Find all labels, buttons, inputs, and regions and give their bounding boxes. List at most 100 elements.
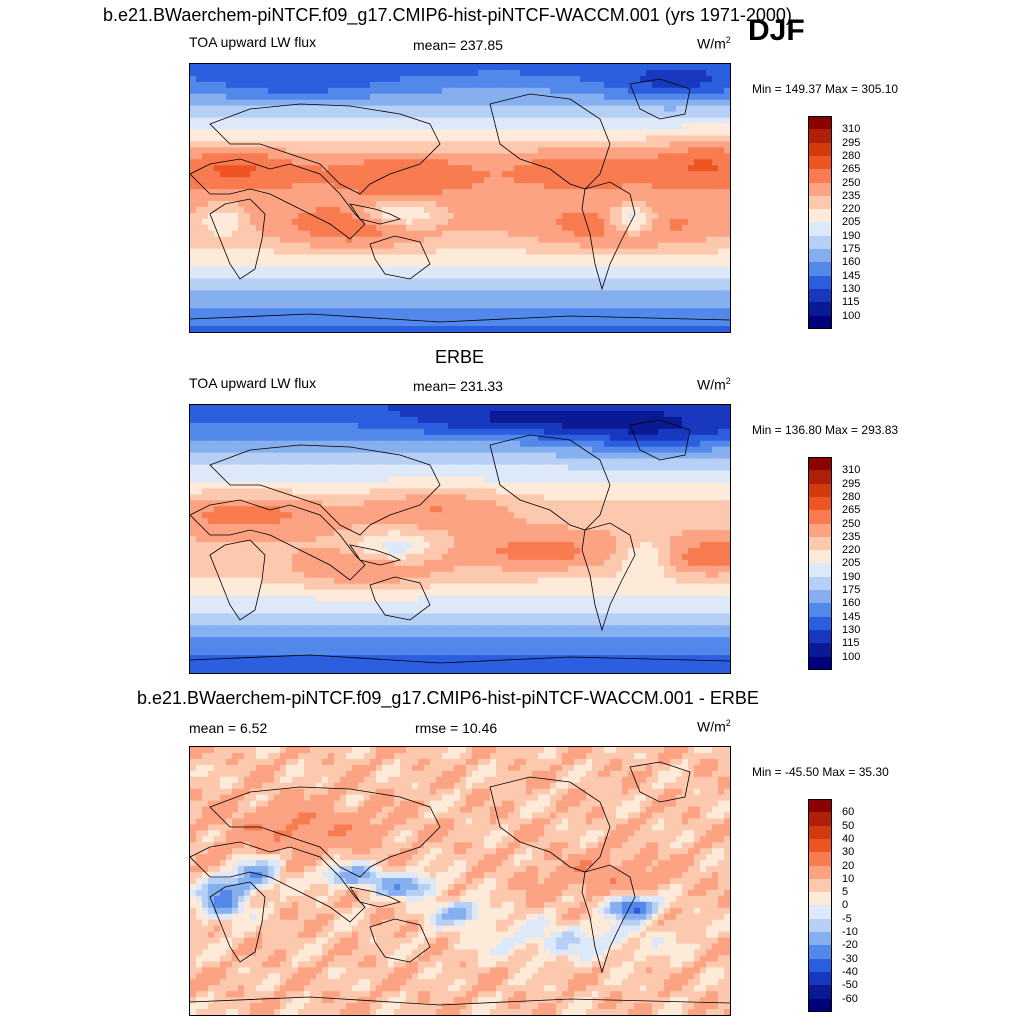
- field-cell: [472, 212, 479, 220]
- field-cell: [292, 405, 299, 412]
- field-cell: [304, 314, 311, 321]
- field-cell: [478, 326, 485, 332]
- field-cell: [502, 111, 509, 119]
- field-cell: [418, 218, 425, 226]
- field-cell: [544, 452, 551, 460]
- field-cell: [364, 177, 371, 184]
- field-cell: [562, 314, 569, 321]
- field-cell: [514, 117, 521, 125]
- field-cell: [652, 458, 659, 466]
- field-cell: [628, 99, 635, 107]
- field-cell: [604, 123, 611, 131]
- field-cell: [502, 314, 509, 321]
- field-cell: [538, 129, 545, 137]
- field-cell: [322, 446, 329, 454]
- field-cell: [538, 405, 545, 412]
- field-cell: [676, 135, 683, 143]
- field-cell: [610, 189, 617, 196]
- field-cell: [346, 320, 353, 327]
- field-cell: [502, 81, 509, 89]
- field-cell: [352, 416, 359, 424]
- field-cell: [640, 224, 647, 232]
- field-cell: [214, 69, 221, 77]
- field-cell: [442, 440, 449, 448]
- field-cell: [682, 165, 689, 172]
- field-cell: [670, 416, 677, 424]
- field-cell: [622, 326, 629, 332]
- field-cell: [574, 230, 581, 238]
- field-cell: [340, 326, 347, 332]
- field-cell: [520, 416, 527, 424]
- field-cell: [298, 458, 305, 466]
- field-cell: [340, 236, 347, 244]
- field-cell: [274, 200, 281, 208]
- panel1-mean-label: mean= 237.85: [413, 37, 503, 53]
- field-cell: [652, 171, 659, 178]
- field-cell: [322, 69, 329, 77]
- field-cell: [646, 296, 653, 303]
- field-cell: [640, 117, 647, 125]
- field-cell: [574, 422, 581, 430]
- field-cell: [376, 458, 383, 466]
- field-cell: [700, 64, 707, 71]
- field-cell: [310, 278, 317, 285]
- field-cell: [226, 302, 233, 309]
- field-cell: [622, 159, 629, 166]
- field-cell: [526, 254, 533, 262]
- field-cell: [628, 266, 635, 274]
- field-cell: [232, 434, 239, 442]
- field-cell: [250, 171, 257, 178]
- field-cell: [196, 230, 203, 238]
- field-cell: [238, 99, 245, 107]
- field-cell: [394, 218, 401, 226]
- field-cell: [652, 64, 659, 71]
- field-cell: [406, 212, 413, 220]
- field-cell: [556, 165, 563, 172]
- field-cell: [280, 440, 287, 448]
- field-cell: [352, 320, 359, 327]
- field-cell: [328, 69, 335, 77]
- field-cell: [430, 416, 437, 424]
- field-cell: [508, 159, 515, 166]
- field-cell: [694, 206, 701, 214]
- field-cell: [454, 129, 461, 137]
- field-cell: [604, 177, 611, 184]
- field-cell: [352, 224, 359, 232]
- field-cell: [322, 326, 329, 332]
- field-cell: [502, 446, 509, 454]
- field-cell: [304, 230, 311, 238]
- field-cell: [388, 87, 395, 95]
- field-cell: [226, 165, 233, 172]
- field-cell: [304, 242, 311, 250]
- field-cell: [298, 206, 305, 214]
- field-cell: [622, 278, 629, 285]
- field-cell: [580, 111, 587, 119]
- field-cell: [700, 218, 707, 226]
- field-cell: [316, 248, 323, 256]
- field-cell: [622, 105, 629, 113]
- field-cell: [514, 326, 521, 332]
- field-cell: [454, 64, 461, 71]
- field-cell: [220, 189, 227, 196]
- field-cell: [556, 272, 563, 279]
- field-cell: [322, 254, 329, 262]
- field-cell: [568, 177, 575, 184]
- field-cell: [388, 93, 395, 101]
- field-cell: [310, 428, 317, 436]
- field-cell: [484, 314, 491, 321]
- field-cell: [502, 69, 509, 77]
- field-cell: [418, 183, 425, 190]
- field-cell: [262, 446, 269, 454]
- field-cell: [292, 326, 299, 332]
- field-cell: [394, 230, 401, 238]
- field-cell: [442, 206, 449, 214]
- field-cell: [592, 278, 599, 285]
- field-cell: [628, 302, 635, 309]
- field-cell: [604, 266, 611, 274]
- field-cell: [550, 230, 557, 238]
- field-cell: [508, 272, 515, 279]
- field-cell: [388, 159, 395, 166]
- field-cell: [232, 242, 239, 250]
- field-cell: [208, 284, 215, 291]
- field-cell: [244, 290, 251, 297]
